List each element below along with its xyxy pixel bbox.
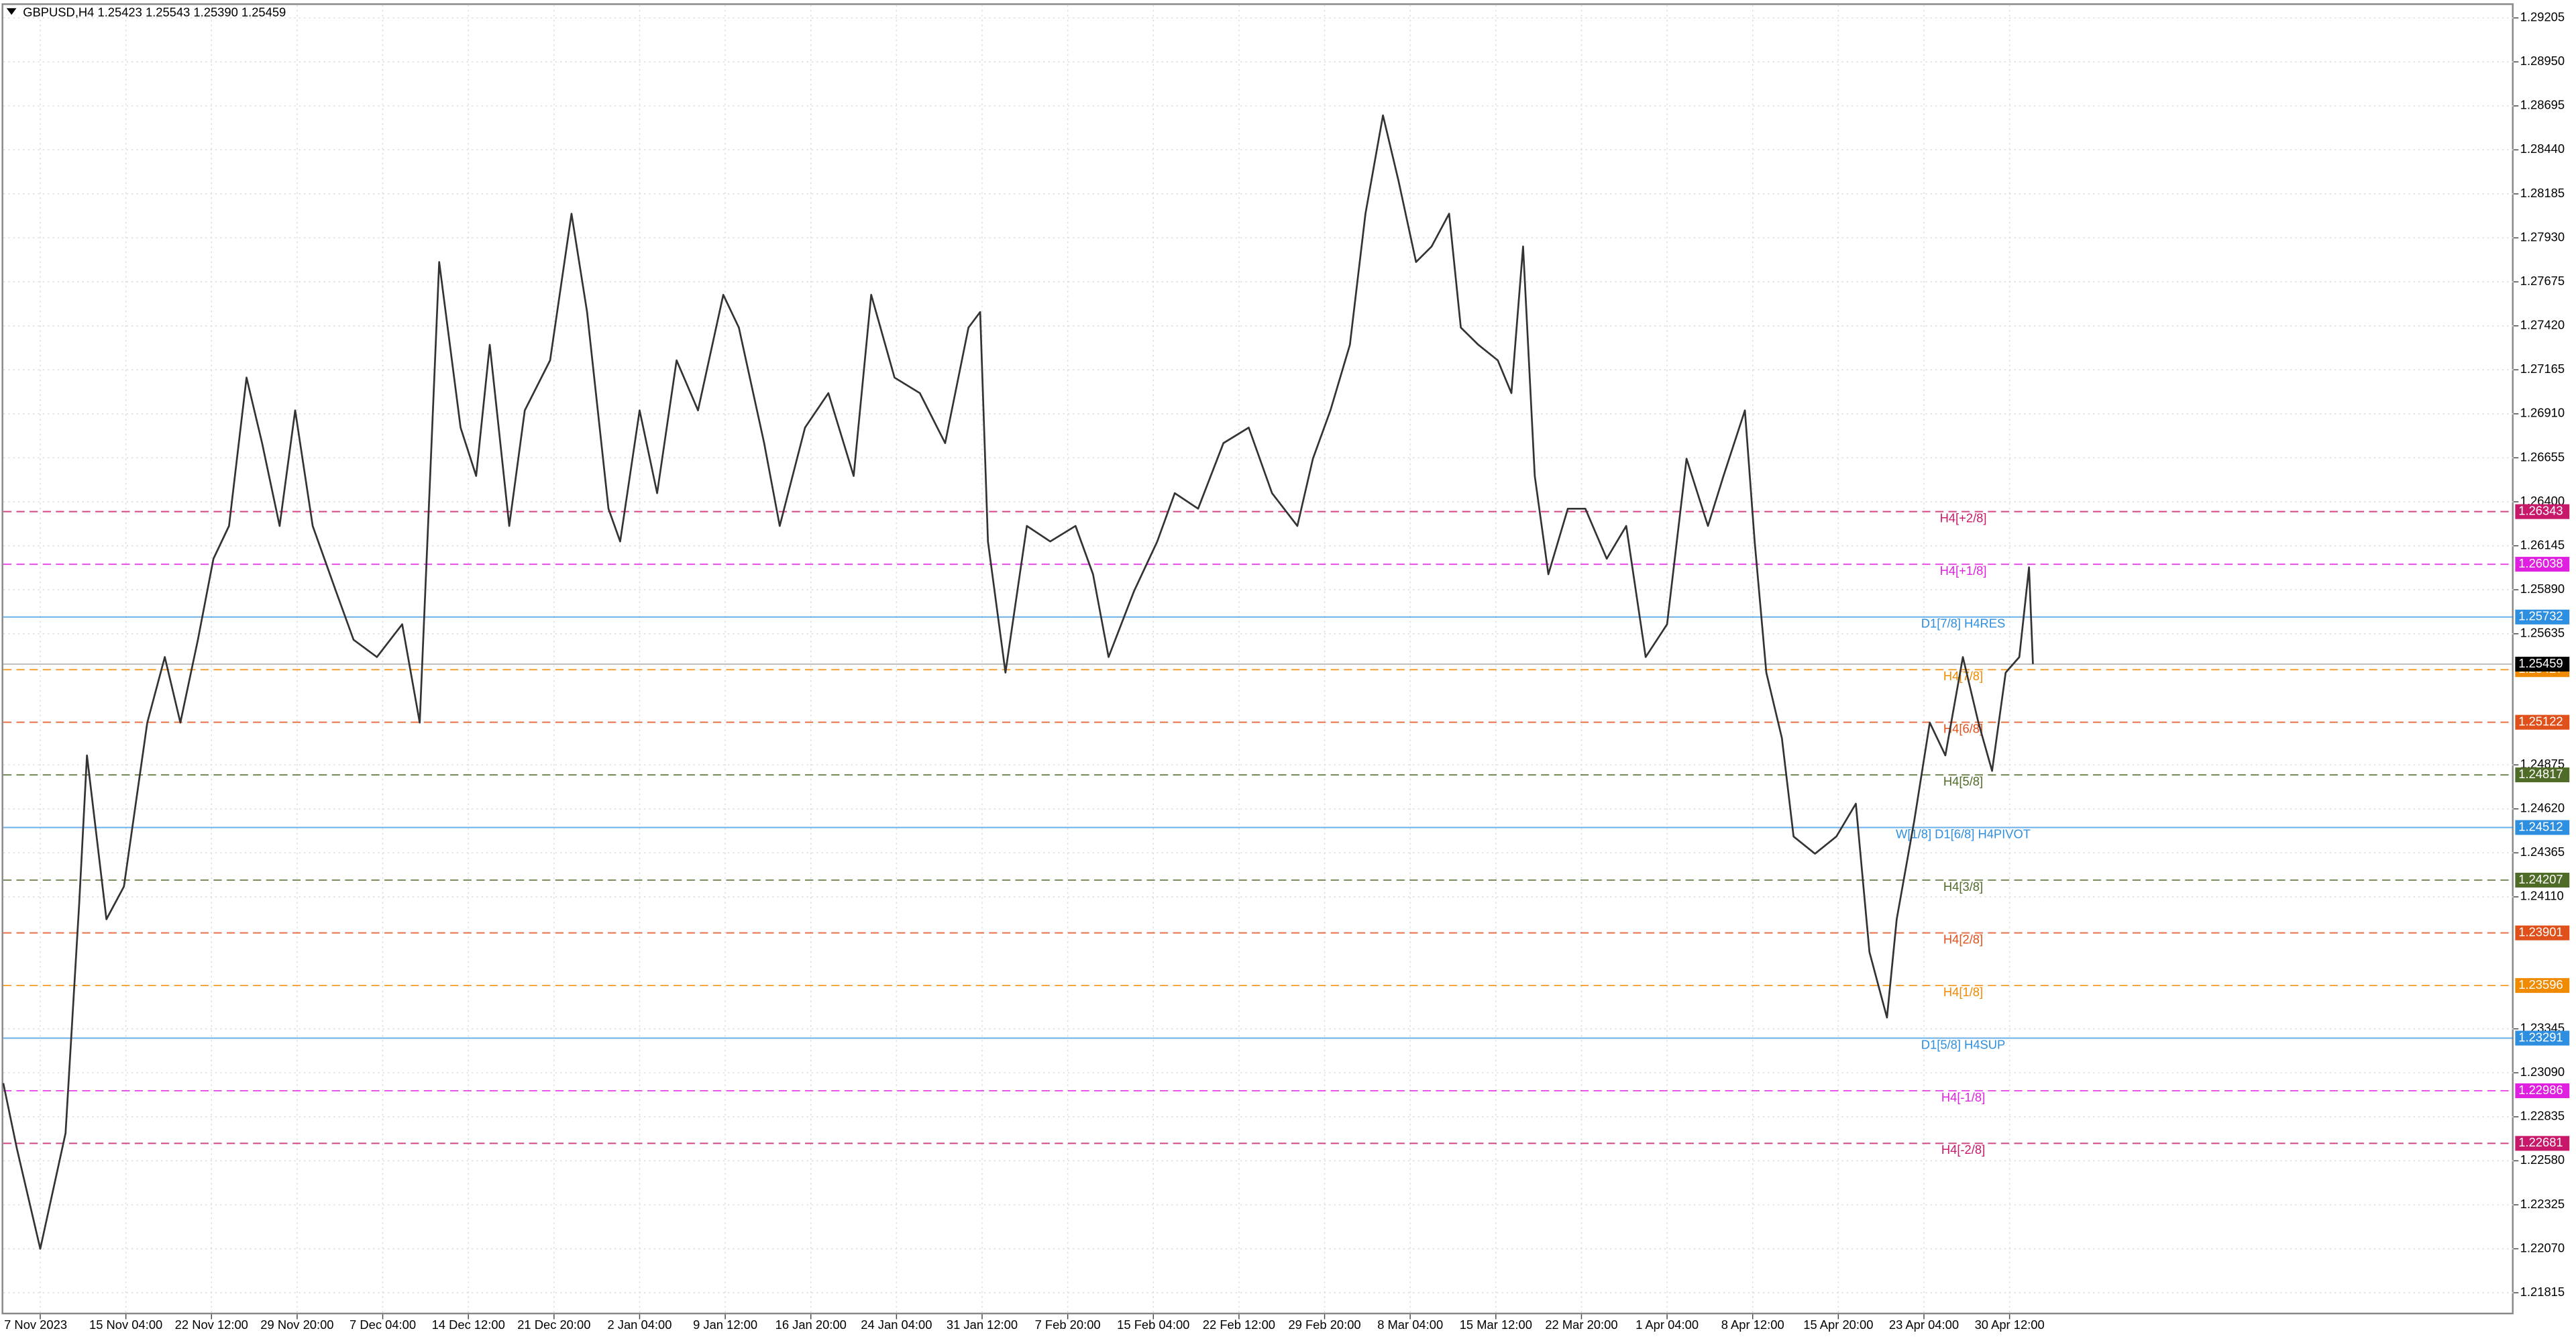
price-box-label: 1.24207 <box>2518 872 2563 886</box>
level-label: H4[+2/8] <box>1940 511 1987 525</box>
x-tick-label: 22 Mar 20:00 <box>1545 1318 1617 1332</box>
y-tick-label: 1.22580 <box>2520 1153 2565 1167</box>
y-tick-label: 1.24110 <box>2520 889 2564 903</box>
y-tick-label: 1.21815 <box>2520 1285 2565 1299</box>
level-label: H4[3/8] <box>1943 879 1983 894</box>
price-box-label: 1.26343 <box>2518 504 2563 518</box>
y-tick-label: 1.27420 <box>2520 318 2565 332</box>
x-tick-label: 15 Mar 12:00 <box>1460 1318 1532 1332</box>
x-tick-label: 16 Jan 20:00 <box>775 1318 847 1332</box>
level-label: H4[+1/8] <box>1940 564 1987 578</box>
title-arrow <box>6 8 17 15</box>
y-tick-label: 1.24365 <box>2520 845 2565 859</box>
y-tick-label: 1.22070 <box>2520 1240 2565 1254</box>
level-label: D1[5/8] H4SUP <box>1921 1037 2006 1051</box>
x-tick-label: 8 Mar 04:00 <box>1377 1318 1443 1332</box>
y-tick-label: 1.28950 <box>2520 54 2565 68</box>
x-tick-label: 29 Nov 20:00 <box>260 1318 333 1332</box>
x-tick-label: 23 Apr 04:00 <box>1889 1318 1959 1332</box>
x-tick-label: 8 Apr 12:00 <box>1721 1318 1784 1332</box>
x-tick-label: 9 Jan 12:00 <box>693 1318 757 1332</box>
level-label: H4[5/8] <box>1943 774 1983 788</box>
y-tick-label: 1.26655 <box>2520 449 2565 464</box>
level-label: D1[7/8] H4RES <box>1921 617 2006 631</box>
grid <box>3 5 2514 1315</box>
y-tick-label: 1.27675 <box>2520 274 2565 288</box>
price-box <box>2515 609 2570 625</box>
price-box <box>2515 978 2570 994</box>
x-tick-label: 15 Nov 04:00 <box>89 1318 162 1332</box>
current-price-label: 1.25459 <box>2518 656 2563 670</box>
y-tick-label: 1.22325 <box>2520 1197 2565 1211</box>
x-tick-label: 30 Apr 12:00 <box>1975 1318 2045 1332</box>
y-tick-label: 1.28695 <box>2520 98 2565 112</box>
price-box <box>2515 925 2570 941</box>
plot-border <box>1 3 2514 1315</box>
price-box-label: 1.23291 <box>2518 1030 2563 1044</box>
y-tick-label: 1.26910 <box>2520 406 2565 420</box>
x-tick-label: 7 Feb 20:00 <box>1035 1318 1101 1332</box>
chart-title: GBPUSD,H4 1.25423 1.25543 1.25390 1.2545… <box>23 5 286 19</box>
x-tick-label: 31 Jan 12:00 <box>947 1318 1018 1332</box>
level-label: H4[7/8] <box>1943 669 1983 683</box>
y-tick-label: 1.24620 <box>2520 801 2565 815</box>
y-tick-label: 1.25635 <box>2520 626 2565 640</box>
x-tick-label: 24 Jan 04:00 <box>861 1318 932 1332</box>
price-box <box>2515 656 2570 672</box>
level-label: H4[2/8] <box>1943 932 1983 947</box>
price-box <box>2515 1030 2570 1046</box>
price-box-label: 1.22681 <box>2518 1135 2563 1149</box>
x-tick-label: 15 Feb 04:00 <box>1117 1318 1189 1332</box>
price-line <box>2 114 2034 1250</box>
levels: H4[+2/8] H4[+1/8] D1[7/8] H4RES H4[7/8] H4[6… <box>3 511 2514 1157</box>
level-label: H4[-2/8] <box>1941 1142 1985 1157</box>
price-box-label: 1.26038 <box>2518 556 2563 570</box>
x-tick-label: 7 Dec 04:00 <box>350 1318 416 1332</box>
x-tick-label: 2 Jan 04:00 <box>607 1318 672 1332</box>
y-tick-label: 1.28185 <box>2520 186 2565 200</box>
price-box-label: 1.23596 <box>2518 977 2563 992</box>
x-tick-label: 22 Feb 12:00 <box>1203 1318 1275 1332</box>
price-box <box>2515 714 2570 730</box>
axes: 1.29205 1.28950 1.28695 1.28440 1.28185 1.279… <box>4 10 2570 1332</box>
price-box <box>2515 1136 2570 1151</box>
x-tick-label: 21 Dec 20:00 <box>517 1318 590 1332</box>
price-box <box>2515 557 2570 572</box>
price-box-label: 1.25732 <box>2518 609 2563 623</box>
level-label: H4[1/8] <box>1943 985 1983 999</box>
level-label: H4[-1/8] <box>1941 1090 1985 1104</box>
price-box-label: 1.22986 <box>2518 1083 2563 1097</box>
x-tick-label: 1 Apr 04:00 <box>1635 1318 1699 1332</box>
price-box <box>2515 1083 2570 1098</box>
price-box <box>2515 504 2570 519</box>
y-tick-label: 1.25890 <box>2520 582 2565 596</box>
x-tick-label: 14 Dec 12:00 <box>432 1318 505 1332</box>
y-tick-label: 1.26145 <box>2520 537 2565 551</box>
price-box <box>2515 767 2570 783</box>
x-tick-label: 22 Nov 12:00 <box>175 1318 248 1332</box>
x-tick-label: 7 Nov 2023 <box>4 1318 67 1332</box>
level-label: W[1/8] D1[6/8] H4PIVOT <box>1896 826 2031 841</box>
level-label: H4[6/8] <box>1943 722 1983 736</box>
y-tick-label: 1.24875 <box>2520 757 2565 771</box>
x-tick-label: 29 Feb 20:00 <box>1288 1318 1360 1332</box>
y-tick-label: 1.29205 <box>2520 10 2565 24</box>
price-box <box>2515 872 2570 888</box>
y-tick-label: 1.23090 <box>2520 1065 2565 1079</box>
y-tick-label: 1.26400 <box>2520 494 2565 508</box>
x-tick-label: 15 Apr 20:00 <box>1803 1318 1873 1332</box>
y-tick-label: 1.27165 <box>2520 362 2565 376</box>
price-box-label: 1.23901 <box>2518 924 2563 939</box>
y-tick-label: 1.27930 <box>2520 229 2565 244</box>
price-box-label: 1.24512 <box>2518 819 2563 833</box>
price-box <box>2515 820 2570 835</box>
price-box-label: 1.25122 <box>2518 714 2563 728</box>
series <box>2 114 2034 1250</box>
price-box-label: 1.24817 <box>2518 767 2563 781</box>
y-tick-label: 1.22835 <box>2520 1109 2565 1123</box>
y-tick-label: 1.28440 <box>2520 142 2565 156</box>
